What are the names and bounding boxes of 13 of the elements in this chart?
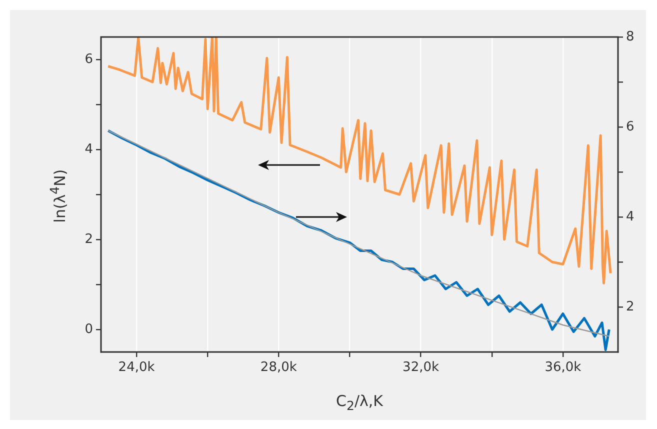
y-tick-label: 4 [84,142,93,157]
x-tick-label: 32,0k [402,360,440,376]
y2-tick-label: 6 [626,119,634,134]
y2-tick-label: 4 [626,209,634,224]
y2-tick-label: 2 [626,299,634,314]
y-tick-label: 6 [84,52,93,67]
x-axis-title: C$_{2}$/λ,K [335,392,384,413]
x-tick-label: 24,0k [118,360,156,376]
y-tick-label: 2 [84,232,93,247]
x-tick-label: 36,0k [544,360,582,376]
x-tick-label: 28,0k [260,360,298,376]
y-tick-label: 0 [84,322,93,337]
y2-tick-label: 8 [626,29,634,44]
